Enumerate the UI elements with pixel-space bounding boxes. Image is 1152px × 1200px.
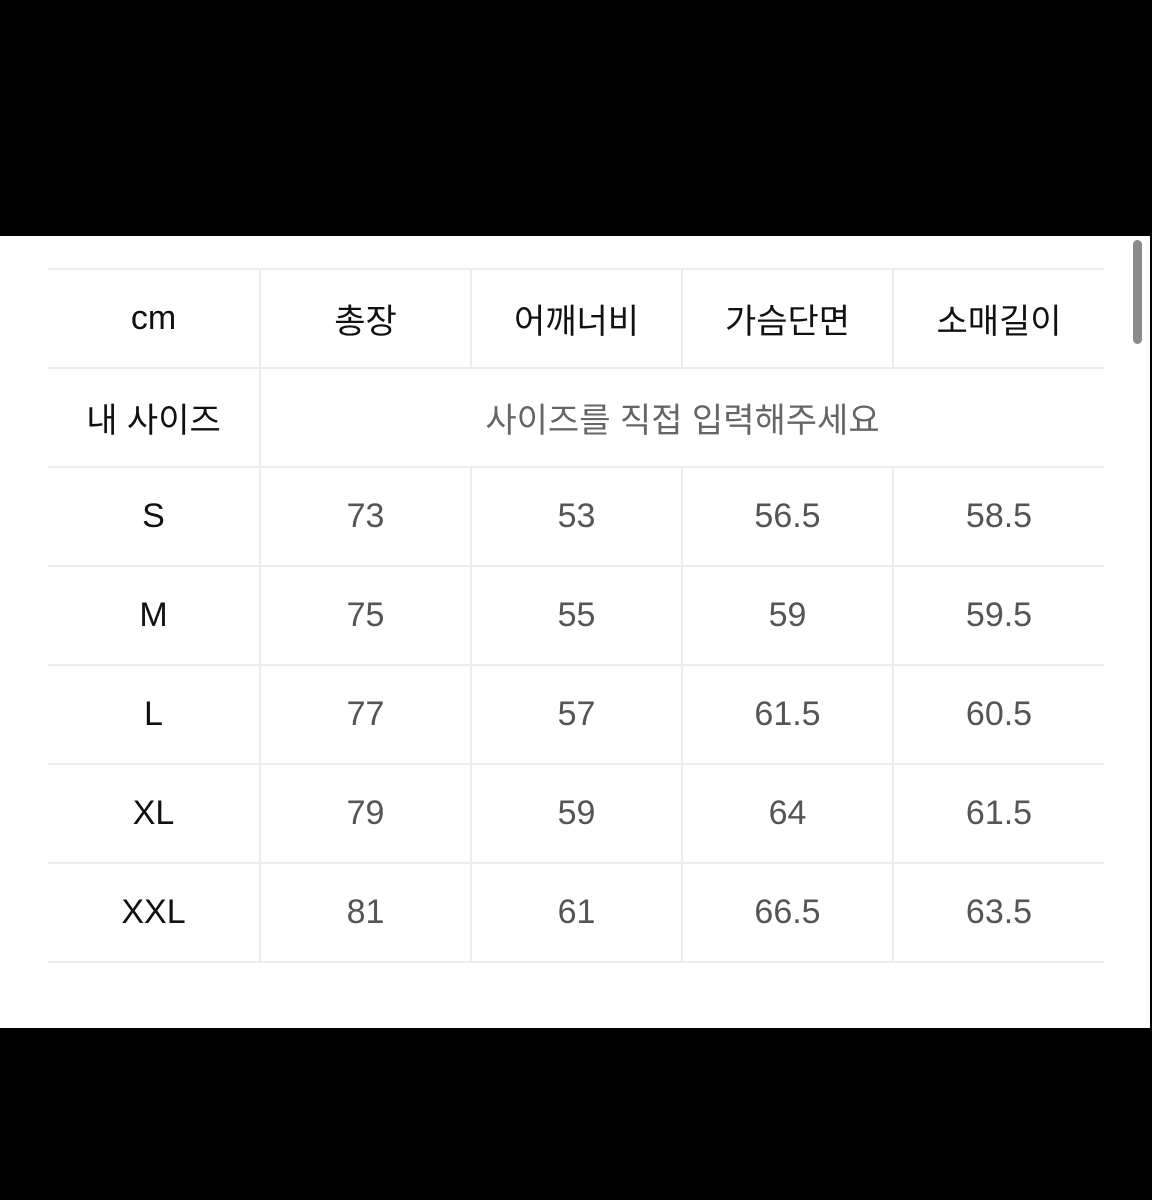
measurement-cell: 75 <box>259 565 471 666</box>
table-header-row: cm 총장 어깨너비 가슴단면 소매길이 <box>48 268 1104 369</box>
measurement-cell: 64 <box>681 763 893 864</box>
measurement-cell: 55 <box>470 565 682 666</box>
size-chart-table: cm 총장 어깨너비 가슴단면 소매길이 내 사이즈 사이즈를 직접 입력해주세… <box>48 268 1104 963</box>
header-chest-width: 가슴단면 <box>681 268 893 369</box>
table-row: XL 79 59 64 61.5 <box>48 763 1104 864</box>
measurement-cell: 57 <box>470 664 682 765</box>
measurement-cell: 81 <box>259 862 471 963</box>
header-sleeve-length: 소매길이 <box>892 268 1104 369</box>
size-label: L <box>48 664 260 765</box>
measurement-cell: 59.5 <box>892 565 1104 666</box>
measurement-cell: 63.5 <box>892 862 1104 963</box>
size-label: M <box>48 565 260 666</box>
measurement-cell: 61.5 <box>892 763 1104 864</box>
table-row: S 73 53 56.5 58.5 <box>48 466 1104 567</box>
measurement-cell: 56.5 <box>681 466 893 567</box>
scrollbar[interactable] <box>1133 240 1142 344</box>
my-size-row: 내 사이즈 사이즈를 직접 입력해주세요 <box>48 367 1104 468</box>
measurement-cell: 58.5 <box>892 466 1104 567</box>
table-row: M 75 55 59 59.5 <box>48 565 1104 666</box>
measurement-cell: 53 <box>470 466 682 567</box>
header-total-length: 총장 <box>259 268 471 369</box>
measurement-cell: 79 <box>259 763 471 864</box>
header-unit: cm <box>48 268 260 369</box>
measurement-cell: 77 <box>259 664 471 765</box>
header-shoulder-width: 어깨너비 <box>470 268 682 369</box>
measurement-cell: 60.5 <box>892 664 1104 765</box>
my-size-input[interactable]: 사이즈를 직접 입력해주세요 <box>259 367 1104 468</box>
size-label: XL <box>48 763 260 864</box>
table-row: L 77 57 61.5 60.5 <box>48 664 1104 765</box>
size-label: XXL <box>48 862 260 963</box>
measurement-cell: 61 <box>470 862 682 963</box>
size-label: S <box>48 466 260 567</box>
measurement-cell: 59 <box>681 565 893 666</box>
measurement-cell: 73 <box>259 466 471 567</box>
measurement-cell: 61.5 <box>681 664 893 765</box>
measurement-cell: 66.5 <box>681 862 893 963</box>
measurement-cell: 59 <box>470 763 682 864</box>
table-row: XXL 81 61 66.5 63.5 <box>48 862 1104 963</box>
my-size-label: 내 사이즈 <box>48 367 260 468</box>
